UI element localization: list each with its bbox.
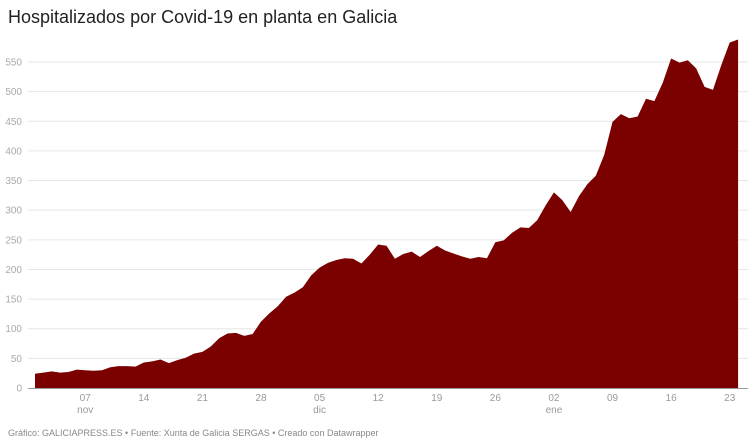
y-tick-label: 100 <box>5 324 22 335</box>
y-tick-label: 150 <box>5 295 22 306</box>
x-tick-label: 28 <box>255 393 267 404</box>
x-tick-label: 21 <box>197 393 209 404</box>
x-month-label: ene <box>546 405 563 416</box>
y-tick-label: 0 <box>16 384 22 395</box>
x-tick-label: 02 <box>548 393 560 404</box>
x-tick-label: 19 <box>431 393 443 404</box>
y-tick-label: 300 <box>5 206 22 217</box>
y-tick-label: 250 <box>5 235 22 246</box>
y-tick-label: 500 <box>5 87 22 98</box>
y-axis: 0 50 100 150 200 250 300 350 400 450 500 550 <box>5 58 22 395</box>
x-month-label: dic <box>313 405 326 416</box>
x-tick-label: 23 <box>724 393 736 404</box>
x-tick-label: 26 <box>490 393 502 404</box>
x-tick-label: 16 <box>666 393 678 404</box>
hospitalized-area <box>35 39 739 388</box>
y-tick-label: 400 <box>5 146 22 157</box>
x-tick-label: 09 <box>607 393 619 404</box>
y-tick-label: 50 <box>11 354 23 365</box>
x-tick-label: 05 <box>314 393 326 404</box>
x-month-label: nov <box>77 405 93 416</box>
x-tick-label: 14 <box>138 393 150 404</box>
x-tick-label: 07 <box>80 393 92 404</box>
chart-title: Hospitalizados por Covid-19 en planta en… <box>8 7 398 27</box>
x-tick-label: 12 <box>373 393 385 404</box>
y-tick-label: 200 <box>5 265 22 276</box>
y-tick-label: 450 <box>5 117 22 128</box>
chart-footer: Gráfico: GALICIAPRESS.ES • Fuente: Xunta… <box>8 428 379 438</box>
y-tick-label: 550 <box>5 58 22 69</box>
y-tick-label: 350 <box>5 176 22 187</box>
